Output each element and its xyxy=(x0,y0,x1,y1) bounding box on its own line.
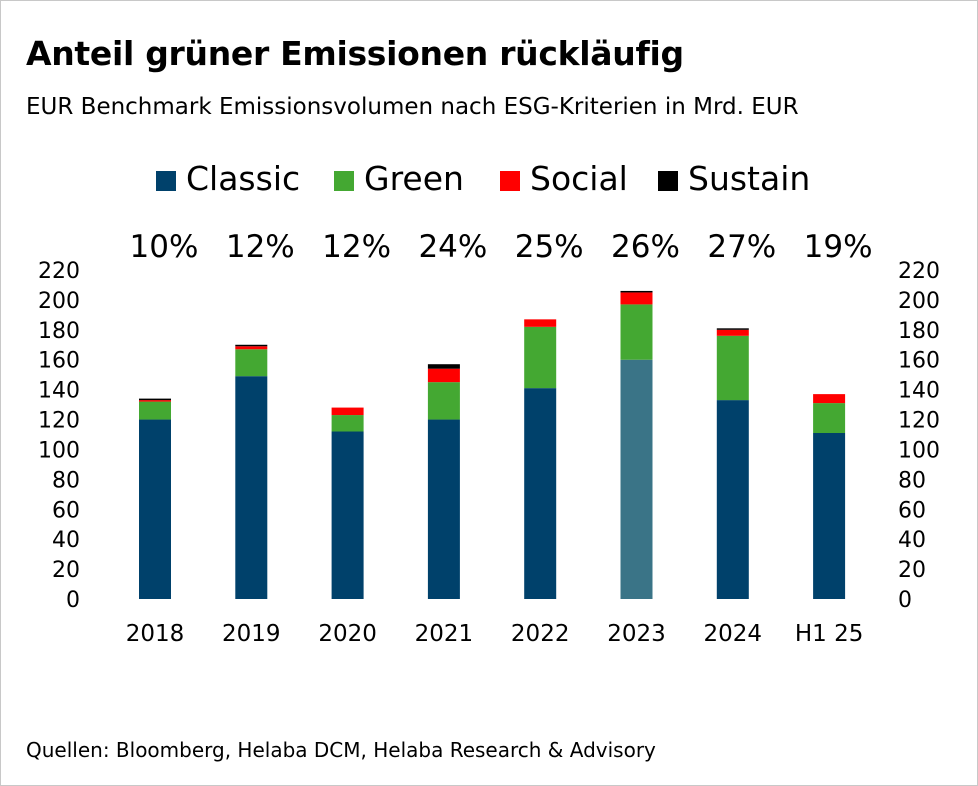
bar-classic-2021 xyxy=(427,419,460,599)
y-tick-left: 180 xyxy=(38,319,80,344)
y-tick-right: 100 xyxy=(898,438,940,463)
legend-swatch-green xyxy=(334,171,354,191)
x-tick-label: 2021 xyxy=(415,621,474,647)
bar-social-2019 xyxy=(235,346,268,350)
bar-green-2019 xyxy=(235,349,268,377)
y-tick-left: 220 xyxy=(38,259,80,284)
y-tick-right: 0 xyxy=(898,588,912,613)
y-tick-left: 0 xyxy=(66,588,80,613)
y-tick-right: 120 xyxy=(898,409,940,434)
source-note: Quellen: Bloomberg, Helaba DCM, Helaba R… xyxy=(26,738,656,762)
bar-social-2022 xyxy=(524,319,557,327)
bar-green-2018 xyxy=(139,401,171,420)
bar-sustain-2021 xyxy=(427,364,460,369)
bar-social-2020 xyxy=(331,407,364,416)
y-tick-right: 200 xyxy=(898,289,940,314)
bar-green-2020 xyxy=(331,415,364,432)
y-tick-right: 60 xyxy=(898,498,926,523)
x-tick-label: 2024 xyxy=(704,621,763,647)
bar-green-2021 xyxy=(427,382,460,420)
bar-social-h125 xyxy=(813,394,846,404)
bar-classic-2022 xyxy=(524,388,557,599)
y-tick-right: 140 xyxy=(898,379,940,404)
legend-label-green: Green xyxy=(364,159,464,198)
bar-sustain-2019 xyxy=(235,344,268,347)
bar-social-2021 xyxy=(427,368,460,383)
y-tick-right: 220 xyxy=(898,259,940,284)
bar-classic-2018 xyxy=(139,419,171,599)
x-tick-label: H1 25 xyxy=(795,621,864,647)
x-tick-label: 2022 xyxy=(511,621,570,647)
green-share-label: 25% xyxy=(515,229,584,265)
green-share-label: 12% xyxy=(226,229,295,265)
green-share-label: 27% xyxy=(707,229,776,265)
y-tick-left: 20 xyxy=(52,558,80,583)
x-tick-label: 2020 xyxy=(318,621,377,647)
chart-title: Anteil grüner Emissionen rückläufig xyxy=(26,34,684,73)
y-tick-right: 80 xyxy=(898,468,926,493)
y-tick-right: 40 xyxy=(898,528,926,553)
legend-label-social: Social xyxy=(530,159,628,198)
legend-swatch-sustain xyxy=(658,171,678,191)
x-tick-label: 2019 xyxy=(222,621,281,647)
legend-swatch-classic xyxy=(156,171,176,191)
bar-green-2023 xyxy=(620,304,653,360)
bar-classic-h125 xyxy=(813,433,846,599)
y-tick-left: 100 xyxy=(38,438,80,463)
y-tick-left: 140 xyxy=(38,379,80,404)
bar-sustain-2018 xyxy=(139,398,171,401)
green-share-label: 24% xyxy=(418,229,487,265)
green-share-label: 26% xyxy=(611,229,680,265)
x-tick-label: 2018 xyxy=(126,621,185,647)
chart-subtitle: EUR Benchmark Emissionsvolumen nach ESG-… xyxy=(26,94,799,120)
y-tick-right: 160 xyxy=(898,349,940,374)
bar-classic-2023 xyxy=(620,359,653,599)
y-tick-left: 60 xyxy=(52,498,80,523)
legend-label-classic: Classic xyxy=(186,159,300,198)
y-tick-left: 80 xyxy=(52,468,80,493)
y-tick-right: 20 xyxy=(898,558,926,583)
bar-classic-2024 xyxy=(716,400,749,599)
y-tick-left: 120 xyxy=(38,409,80,434)
green-share-label: 12% xyxy=(322,229,391,265)
bar-green-h125 xyxy=(813,403,846,434)
bar-classic-2020 xyxy=(331,431,364,599)
bar-green-2024 xyxy=(716,335,749,401)
legend-swatch-social xyxy=(500,171,520,191)
legend-label-sustain: Sustain xyxy=(688,159,810,198)
green-share-label: 10% xyxy=(130,229,199,265)
bar-social-2018 xyxy=(139,400,171,402)
y-tick-left: 40 xyxy=(52,528,80,553)
bar-social-2023 xyxy=(620,292,653,305)
y-tick-left: 200 xyxy=(38,289,80,314)
bar-sustain-2023 xyxy=(620,290,653,293)
green-share-label: 19% xyxy=(804,229,873,265)
bar-classic-2019 xyxy=(235,376,268,599)
bar-social-2024 xyxy=(716,329,749,336)
bar-green-2022 xyxy=(524,326,557,389)
bar-sustain-2024 xyxy=(716,328,749,330)
y-tick-left: 160 xyxy=(38,349,80,374)
x-tick-label: 2023 xyxy=(607,621,666,647)
y-tick-right: 180 xyxy=(898,319,940,344)
